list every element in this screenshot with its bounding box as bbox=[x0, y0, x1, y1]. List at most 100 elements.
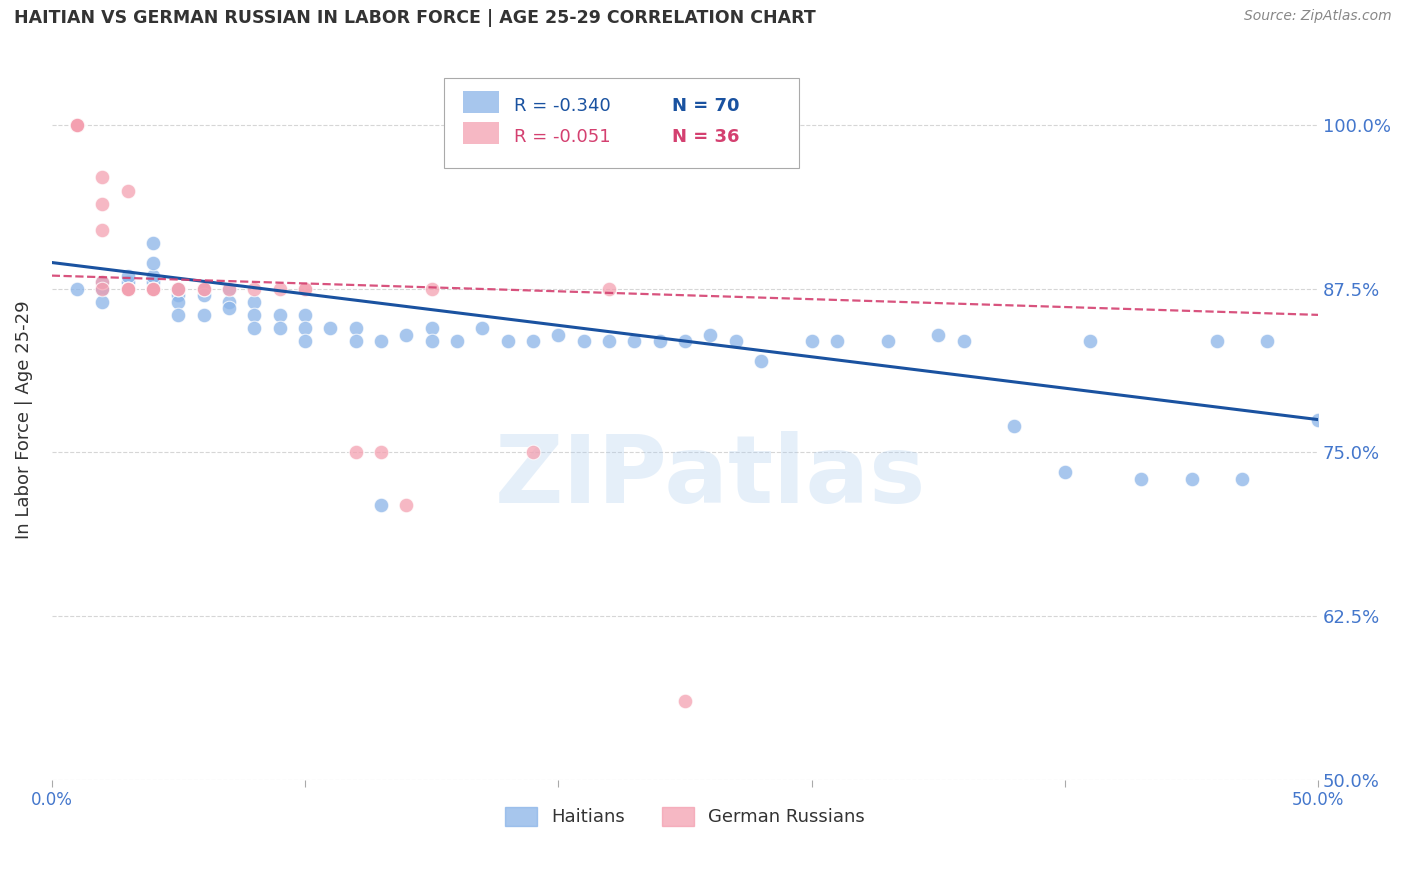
Point bbox=[167, 294, 190, 309]
Text: R = -0.051: R = -0.051 bbox=[515, 128, 610, 146]
Point bbox=[420, 321, 443, 335]
Text: R = -0.340: R = -0.340 bbox=[515, 97, 610, 115]
Point bbox=[66, 118, 89, 132]
Point bbox=[142, 282, 165, 296]
Point bbox=[142, 282, 165, 296]
Point bbox=[370, 445, 392, 459]
Point bbox=[66, 118, 89, 132]
Point bbox=[91, 294, 114, 309]
Point bbox=[294, 282, 316, 296]
Point bbox=[522, 445, 544, 459]
Point bbox=[142, 268, 165, 283]
Point bbox=[142, 235, 165, 250]
Point bbox=[496, 334, 519, 348]
Point bbox=[1180, 471, 1202, 485]
Point bbox=[825, 334, 848, 348]
Point bbox=[117, 275, 139, 289]
Point bbox=[876, 334, 898, 348]
Point bbox=[243, 308, 266, 322]
Point bbox=[91, 196, 114, 211]
Text: Source: ZipAtlas.com: Source: ZipAtlas.com bbox=[1244, 9, 1392, 23]
Point bbox=[66, 118, 89, 132]
Point bbox=[167, 308, 190, 322]
Bar bbox=[464, 122, 499, 144]
Point bbox=[598, 334, 620, 348]
Point bbox=[927, 327, 949, 342]
Point bbox=[66, 118, 89, 132]
Point bbox=[1308, 412, 1330, 426]
Point bbox=[471, 321, 494, 335]
Point bbox=[749, 353, 772, 368]
Point bbox=[1256, 334, 1278, 348]
Point bbox=[66, 282, 89, 296]
Point bbox=[117, 282, 139, 296]
Point bbox=[572, 334, 595, 348]
Point bbox=[167, 282, 190, 296]
Point bbox=[167, 282, 190, 296]
Point bbox=[344, 445, 367, 459]
Point bbox=[446, 334, 468, 348]
Point bbox=[800, 334, 823, 348]
Point bbox=[142, 275, 165, 289]
Point bbox=[117, 184, 139, 198]
FancyBboxPatch shape bbox=[444, 78, 799, 168]
Point bbox=[218, 301, 240, 316]
Point bbox=[1205, 334, 1227, 348]
Point bbox=[117, 282, 139, 296]
Text: N = 36: N = 36 bbox=[672, 128, 740, 146]
Point bbox=[648, 334, 671, 348]
Point bbox=[193, 282, 215, 296]
Point bbox=[1053, 465, 1076, 479]
Point bbox=[673, 694, 696, 708]
Text: HAITIAN VS GERMAN RUSSIAN IN LABOR FORCE | AGE 25-29 CORRELATION CHART: HAITIAN VS GERMAN RUSSIAN IN LABOR FORCE… bbox=[14, 9, 815, 27]
Point bbox=[91, 282, 114, 296]
Point bbox=[66, 118, 89, 132]
Point bbox=[218, 282, 240, 296]
Point bbox=[193, 282, 215, 296]
Text: N = 70: N = 70 bbox=[672, 97, 740, 115]
Point bbox=[243, 294, 266, 309]
Point bbox=[1230, 471, 1253, 485]
Point bbox=[142, 282, 165, 296]
Point bbox=[91, 282, 114, 296]
Point bbox=[699, 327, 721, 342]
Point bbox=[117, 282, 139, 296]
Point bbox=[142, 282, 165, 296]
Point bbox=[193, 308, 215, 322]
Point bbox=[218, 282, 240, 296]
Point bbox=[344, 321, 367, 335]
Point bbox=[66, 118, 89, 132]
Point bbox=[269, 308, 291, 322]
Point bbox=[269, 282, 291, 296]
Point bbox=[117, 282, 139, 296]
Point bbox=[167, 288, 190, 302]
Point bbox=[724, 334, 747, 348]
Point bbox=[243, 282, 266, 296]
Point bbox=[420, 334, 443, 348]
Point bbox=[294, 308, 316, 322]
Point bbox=[91, 282, 114, 296]
Point bbox=[91, 275, 114, 289]
Point bbox=[193, 282, 215, 296]
Point bbox=[218, 294, 240, 309]
Point bbox=[117, 268, 139, 283]
Bar bbox=[464, 91, 499, 113]
Point bbox=[547, 327, 569, 342]
Point bbox=[142, 282, 165, 296]
Point bbox=[952, 334, 974, 348]
Point bbox=[395, 498, 418, 512]
Point bbox=[673, 334, 696, 348]
Point bbox=[193, 282, 215, 296]
Point bbox=[294, 334, 316, 348]
Point bbox=[294, 321, 316, 335]
Point bbox=[243, 321, 266, 335]
Point bbox=[344, 334, 367, 348]
Point bbox=[193, 288, 215, 302]
Point bbox=[91, 170, 114, 185]
Point bbox=[294, 282, 316, 296]
Point bbox=[370, 498, 392, 512]
Point bbox=[91, 223, 114, 237]
Point bbox=[623, 334, 645, 348]
Point bbox=[66, 118, 89, 132]
Point bbox=[395, 327, 418, 342]
